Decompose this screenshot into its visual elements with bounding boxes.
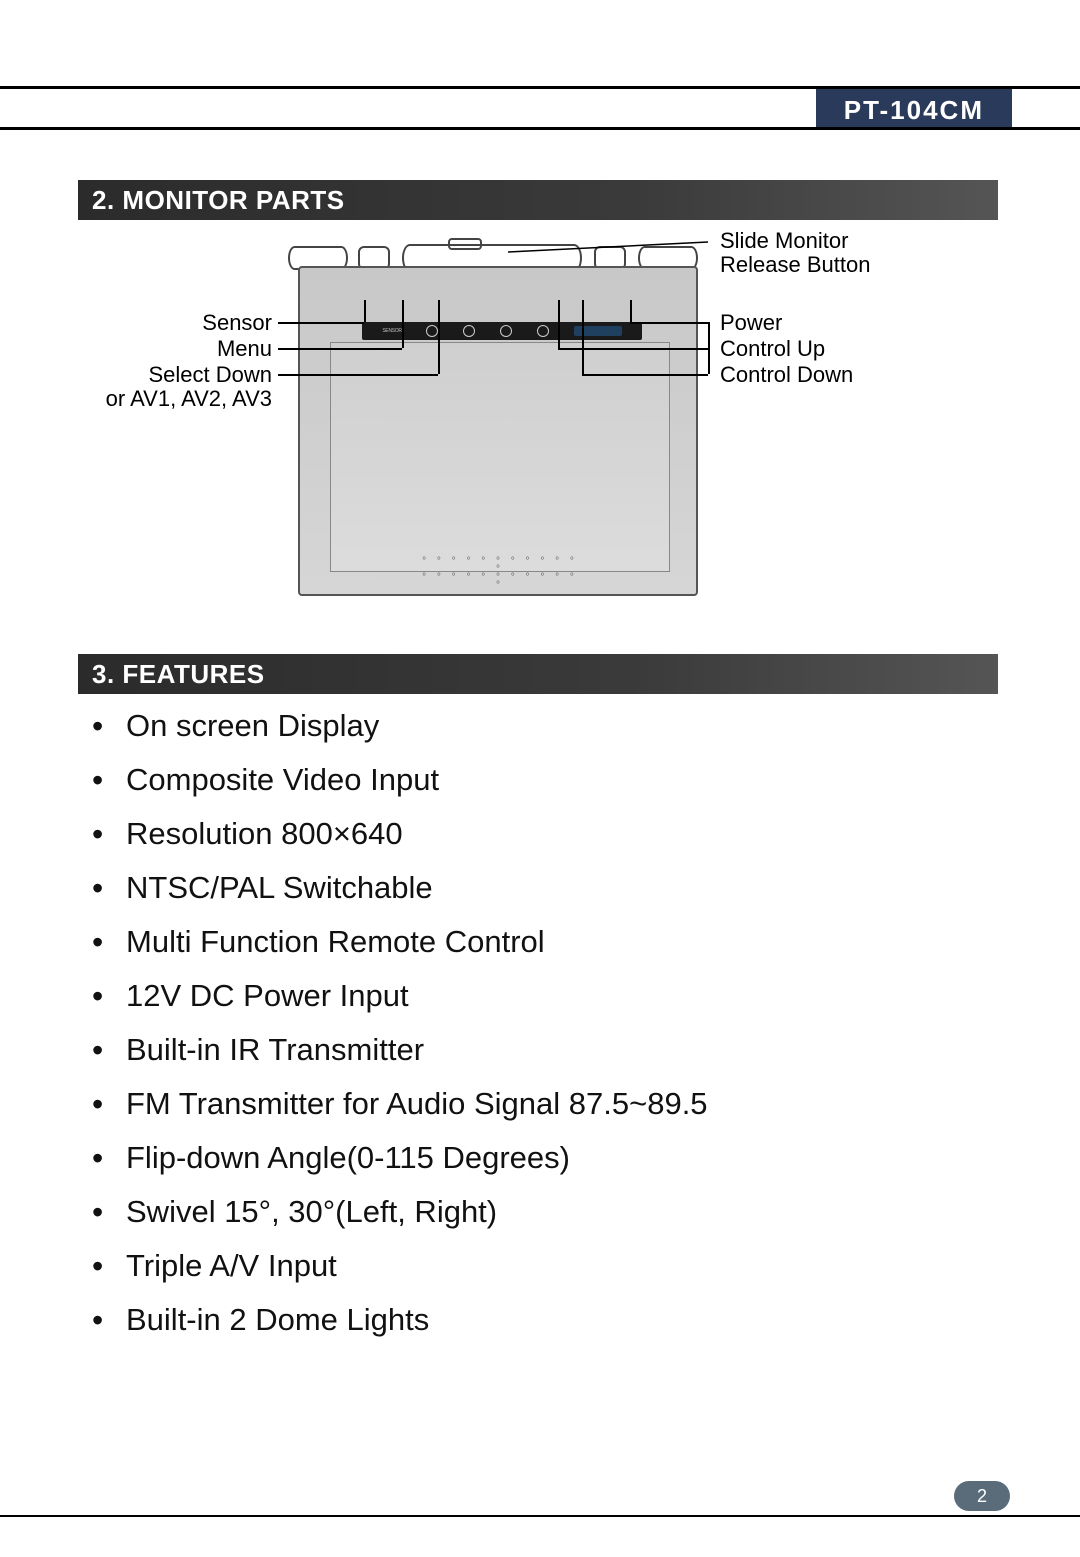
feature-item: Swivel 15°, 30°(Left, Right) xyxy=(92,1196,972,1227)
label-power: Power xyxy=(720,310,782,336)
section-header-features: 3. FEATURES xyxy=(78,654,998,694)
feature-item: Flip-down Angle(0-115 Degrees) xyxy=(92,1142,972,1173)
leader-line xyxy=(558,348,708,350)
feature-item: Composite Video Input xyxy=(92,764,972,795)
strip-button-icon xyxy=(537,325,549,337)
model-badge: PT-104CM xyxy=(816,89,1012,127)
leader-line xyxy=(630,322,708,324)
strip-button-icon xyxy=(426,325,438,337)
leader-line xyxy=(364,300,366,322)
monitor-screen xyxy=(330,342,670,572)
speaker-grille: ° ° ° ° ° ° ° ° ° ° ° °° ° ° ° ° ° ° ° °… xyxy=(420,558,580,582)
feature-item: Resolution 800×640 xyxy=(92,818,972,849)
leader-line xyxy=(630,300,632,322)
feature-item: NTSC/PAL Switchable xyxy=(92,872,972,903)
leader-line xyxy=(508,238,718,268)
label-sensor: Sensor xyxy=(176,310,272,336)
leader-line xyxy=(278,322,364,324)
feature-item: 12V DC Power Input xyxy=(92,980,972,1011)
page-number-pill: 2 xyxy=(954,1481,1010,1511)
strip-button-icon xyxy=(463,325,475,337)
feature-item: Multi Function Remote Control xyxy=(92,926,972,957)
leader-line xyxy=(582,300,584,374)
leader-line xyxy=(438,300,440,374)
label-release-button: Release Button xyxy=(720,252,870,278)
strip-button-icon xyxy=(500,325,512,337)
leader-line xyxy=(402,300,404,348)
leader-line xyxy=(582,374,708,376)
section-header-monitor-parts: 2. MONITOR PARTS xyxy=(78,180,998,220)
leader-line xyxy=(708,322,710,374)
feature-item: Built-in IR Transmitter xyxy=(92,1034,972,1065)
label-slide-monitor: Slide Monitor xyxy=(720,228,848,254)
monitor-body: SENSOR ° ° ° ° ° ° ° ° ° ° ° °° ° ° ° ° … xyxy=(298,266,698,596)
button-strip: SENSOR xyxy=(362,322,642,340)
label-av-modes: or AV1, AV2, AV3 xyxy=(78,386,272,412)
leader-line xyxy=(558,300,560,348)
leader-line xyxy=(278,348,402,350)
bottom-rule xyxy=(0,1515,1080,1517)
label-control-down: Control Down xyxy=(720,362,853,388)
label-control-up: Control Up xyxy=(720,336,825,362)
monitor-parts-diagram: SENSOR ° ° ° ° ° ° ° ° ° ° ° °° ° ° ° ° … xyxy=(78,228,998,642)
leader-line xyxy=(278,374,438,376)
strip-power-icon xyxy=(574,326,622,336)
housing-latch xyxy=(448,238,482,250)
feature-item: Built-in 2 Dome Lights xyxy=(92,1304,972,1335)
feature-item: Triple A/V Input xyxy=(92,1250,972,1281)
feature-item: On screen Display xyxy=(92,710,972,741)
label-select-down: Select Down xyxy=(118,362,272,388)
label-menu: Menu xyxy=(188,336,272,362)
feature-item: FM Transmitter for Audio Signal 87.5~89.… xyxy=(92,1088,972,1119)
features-list: On screen Display Composite Video Input … xyxy=(92,710,972,1358)
strip-sensor-label: SENSOR xyxy=(382,328,401,334)
top-rule-2 xyxy=(0,127,1080,130)
